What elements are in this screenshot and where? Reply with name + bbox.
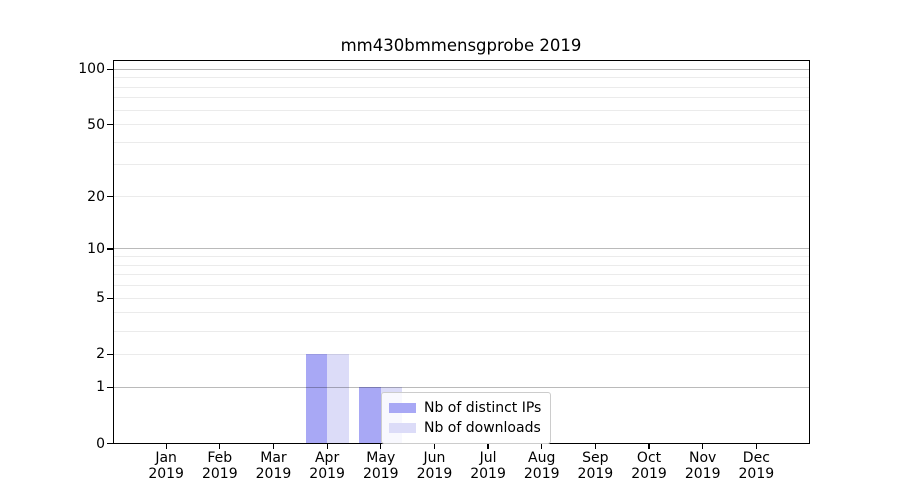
gridline-minor xyxy=(112,97,810,99)
legend-item-distinct-ips: Nb of distinct IPs xyxy=(389,398,541,418)
x-tick xyxy=(594,443,596,449)
x-tick-label: Jun 2019 xyxy=(416,449,453,482)
bar-nb-of-downloads-apr xyxy=(327,354,349,444)
y-tick-label: 100 xyxy=(78,61,105,78)
legend-label-downloads: Nb of downloads xyxy=(424,420,541,436)
y-tick xyxy=(107,297,113,299)
gridline-minor xyxy=(112,164,810,166)
x-tick xyxy=(219,443,221,449)
gridline-major xyxy=(112,68,810,70)
y-tick xyxy=(107,353,113,355)
bar-nb-of-distinct-ips-may xyxy=(359,387,381,444)
gridline-major xyxy=(112,248,810,250)
y-tick xyxy=(107,123,113,126)
y-tick-label: 50 xyxy=(87,116,105,133)
x-tick xyxy=(272,443,275,449)
legend-label-distinct-ips: Nb of distinct IPs xyxy=(424,400,542,416)
x-tick xyxy=(487,443,489,449)
x-tick xyxy=(648,443,650,449)
legend-item-downloads: Nb of downloads xyxy=(389,418,541,438)
y-tick-label: 20 xyxy=(87,188,105,205)
x-tick xyxy=(380,443,382,449)
gridline-minor xyxy=(112,86,810,88)
gridline-minor xyxy=(112,141,810,143)
x-tick-label: Feb 2019 xyxy=(201,449,238,482)
x-tick xyxy=(755,443,757,449)
y-tick xyxy=(107,442,113,445)
gridline-minor xyxy=(112,285,810,287)
y-tick-label: 2 xyxy=(96,346,105,363)
legend: Nb of distinct IPs Nb of downloads xyxy=(381,392,552,444)
chart-title: mm430bmmensgprobe 2019 xyxy=(340,36,582,55)
gridline-minor xyxy=(112,256,810,258)
x-tick-label: Sep 2019 xyxy=(577,449,614,482)
y-tick xyxy=(107,386,113,388)
gridline-minor xyxy=(112,274,810,276)
x-tick xyxy=(326,443,328,449)
x-tick-label: Jul 2019 xyxy=(470,449,506,482)
gridline-minor xyxy=(112,312,810,314)
x-tick xyxy=(541,443,543,449)
y-tick xyxy=(107,68,113,70)
gridline-minor xyxy=(112,353,810,355)
x-tick-label: Aug 2019 xyxy=(523,449,560,482)
y-tick xyxy=(107,248,113,250)
x-tick-label: Dec 2019 xyxy=(738,449,775,482)
x-tick-label: Jan 2019 xyxy=(148,449,184,482)
gridline-minor xyxy=(112,77,810,79)
bar-nb-of-distinct-ips-apr xyxy=(305,354,328,444)
gridline-major xyxy=(112,386,810,388)
y-tick-label: 1 xyxy=(96,379,105,396)
gridline-minor xyxy=(112,264,810,266)
x-tick-label: Mar 2019 xyxy=(255,449,292,482)
gridline-minor xyxy=(112,124,810,126)
y-tick xyxy=(107,195,113,198)
legend-swatch-distinct-ips xyxy=(389,403,416,413)
y-tick-label: 10 xyxy=(87,240,105,257)
x-tick-label: Oct 2019 xyxy=(631,449,667,482)
x-tick xyxy=(165,443,167,449)
x-tick-label: Nov 2019 xyxy=(684,449,721,482)
x-tick-label: May 2019 xyxy=(362,449,399,482)
gridline-minor xyxy=(112,297,810,299)
y-tick-label: 0 xyxy=(96,435,105,452)
legend-swatch-downloads xyxy=(389,423,416,433)
gridline-minor xyxy=(112,109,810,111)
x-tick xyxy=(702,443,704,449)
y-tick-label: 5 xyxy=(96,290,105,307)
gridline-minor xyxy=(112,330,810,332)
x-tick-label: Apr 2019 xyxy=(309,449,345,482)
x-tick xyxy=(433,443,435,449)
gridline-minor xyxy=(112,196,810,198)
